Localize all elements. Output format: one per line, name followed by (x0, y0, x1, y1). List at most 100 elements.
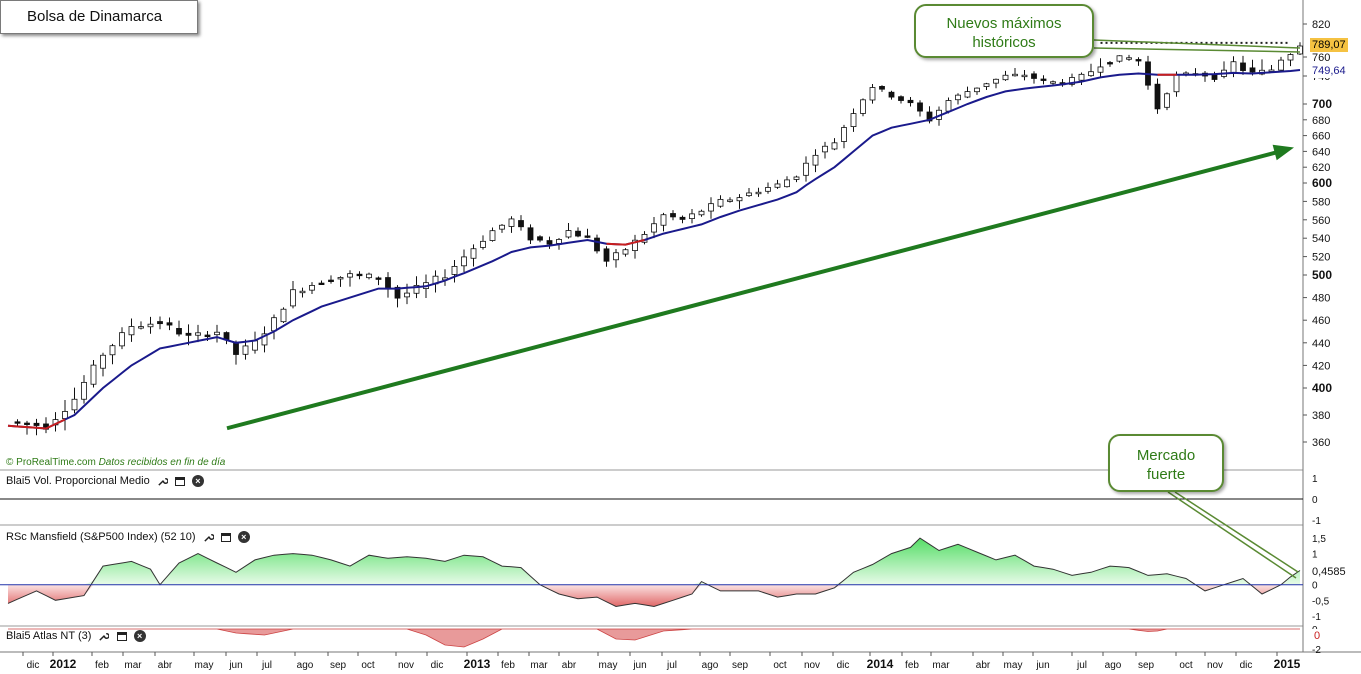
callout-pointer (1093, 47, 1301, 53)
rsc-positive-area (8, 538, 1300, 585)
candle (119, 327, 125, 350)
window-icon[interactable] (116, 631, 127, 641)
candle-body (290, 289, 296, 307)
candle (689, 209, 695, 224)
candle-body (375, 277, 382, 280)
candle (271, 314, 277, 340)
candle-body (404, 292, 410, 298)
candle-body (1173, 74, 1180, 93)
grid-layer (0, 0, 1361, 653)
candle (746, 188, 752, 197)
candle-body (147, 323, 154, 328)
price-tick-label: 380 (1312, 410, 1330, 422)
candle (1002, 70, 1009, 81)
candle (1240, 55, 1246, 75)
candle (470, 244, 477, 267)
candle (708, 197, 714, 219)
candle-body (413, 284, 420, 294)
candle-body (1126, 57, 1132, 60)
rsc-mansfield-panel (0, 537, 1303, 608)
candle (993, 78, 999, 89)
price-tick-label: 680 (1312, 115, 1330, 127)
candle (755, 187, 762, 197)
moving-average-line (7, 69, 1301, 430)
candle-body (1002, 74, 1009, 81)
wrench-icon[interactable] (157, 476, 168, 487)
candle-body (793, 176, 800, 180)
wrench-icon[interactable] (203, 532, 214, 543)
candle-body (90, 364, 97, 385)
candle-body (850, 113, 857, 128)
time-axis-label: feb (905, 660, 919, 671)
time-axis-label: oct (361, 660, 375, 671)
candle (499, 224, 505, 233)
candle (90, 359, 97, 388)
close-icon[interactable]: × (237, 531, 250, 544)
source-note: Datos recibidos en fin de día (98, 457, 226, 468)
candle (223, 331, 230, 345)
candle-body (556, 239, 562, 244)
candle (385, 272, 391, 298)
candle-body (670, 213, 676, 218)
candle-body (261, 333, 268, 346)
price-tick-label: 500 (1312, 268, 1332, 282)
time-axis-label: 2014 (867, 657, 894, 671)
time-axis-label: feb (95, 660, 109, 671)
candle-body (1107, 62, 1113, 65)
time-axis-label: abr (976, 660, 991, 671)
candle (717, 195, 724, 208)
candle-body (603, 248, 610, 262)
candle (1069, 73, 1075, 87)
candle (565, 222, 572, 239)
candle-body (347, 273, 353, 278)
close-icon[interactable]: × (191, 475, 204, 488)
candle (261, 326, 268, 353)
candle-body (489, 230, 496, 241)
time-axis-label: dic (431, 660, 444, 671)
time-axis-label: 2012 (50, 657, 77, 671)
candle (898, 95, 904, 104)
candle-body (651, 223, 657, 233)
time-axis-label: jun (1035, 660, 1049, 671)
close-icon[interactable]: × (133, 630, 146, 643)
candle-body (356, 273, 363, 277)
candle (983, 82, 990, 91)
candle (727, 197, 733, 203)
candle-body (366, 273, 372, 279)
price-tick-label: 400 (1312, 381, 1332, 395)
candle-body (233, 342, 239, 355)
candle (328, 275, 334, 284)
window-icon[interactable] (174, 476, 185, 486)
axis-layer: 360 380 400 420 440 460 480 500 520 540 560 580 600 6… (22, 19, 1332, 671)
candle-body (736, 197, 743, 202)
callout-new-highs: Nuevos máximos históricos (914, 4, 1094, 58)
candle (1126, 54, 1132, 61)
candle (176, 320, 182, 337)
candle-body (622, 249, 629, 255)
candle (442, 269, 448, 286)
candle-body (1154, 83, 1161, 110)
candle-body (499, 224, 505, 230)
candle (527, 224, 534, 244)
candle-body (565, 230, 572, 238)
time-axis-label: nov (1207, 660, 1223, 671)
time-axis-label: mar (932, 660, 950, 671)
candle (318, 280, 325, 286)
price-tick-label: 580 (1312, 196, 1330, 208)
candle (660, 212, 667, 232)
window-icon[interactable] (220, 532, 231, 542)
candle-body (1297, 45, 1303, 55)
ma-price-tag: 749,64 (1310, 64, 1348, 78)
rsc-negative-area (8, 584, 1300, 607)
candle-body (926, 111, 933, 122)
candle (81, 375, 87, 404)
time-axis-label: dic (837, 660, 850, 671)
candle-body (812, 154, 819, 166)
candle (309, 282, 315, 294)
candle-body (280, 308, 287, 323)
candle-body (784, 179, 790, 188)
candle (52, 412, 59, 432)
wrench-icon[interactable] (98, 631, 110, 642)
candle-body (1164, 93, 1170, 108)
candle (480, 235, 486, 250)
